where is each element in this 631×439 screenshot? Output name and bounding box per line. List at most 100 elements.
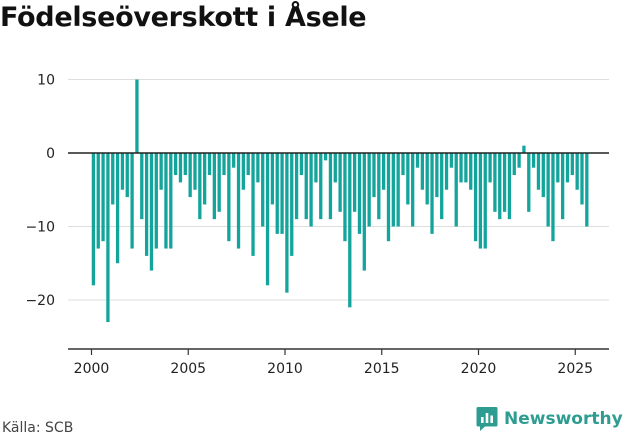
y-tick-label: −20 [25,293,55,309]
bar [280,153,284,234]
bar [232,153,236,168]
bar [328,153,333,220]
bar [493,153,497,212]
bar [241,153,246,190]
bar [203,153,207,205]
x-axis-ticks: 2000 2005 2010 2015 2020 2025 [74,349,593,377]
bar [527,153,531,212]
bar [425,153,429,205]
bar [183,153,187,176]
bar [212,153,216,220]
y-axis-ticks: 10 0 −10 −20 [25,73,55,310]
bar [227,153,231,242]
bar [236,153,241,249]
bar [309,153,313,227]
bar [406,153,410,205]
bar [173,153,178,176]
bar [531,153,536,168]
bar [454,153,458,227]
bar [362,153,366,271]
bar [188,153,192,198]
bar [130,153,134,249]
bar [348,153,352,308]
x-tick-label: 2025 [557,361,593,377]
bar [304,153,308,220]
source-note: Källa: SCB [2,420,74,436]
bar [294,153,299,220]
bar [140,153,144,220]
bar [372,153,376,198]
y-tick-label: 10 [37,73,55,89]
bar [435,153,439,198]
bar [357,153,362,234]
bar [91,153,96,286]
bar [517,153,521,168]
x-tick-label: 2005 [170,361,206,377]
bar [575,153,579,190]
bar [469,153,473,190]
bar [565,153,570,183]
x-tick-label: 2020 [461,361,497,377]
bar [536,153,541,190]
bar [522,145,526,153]
bar [401,153,405,176]
bar [546,153,550,227]
chart-title: Födelseöverskott i Åsele [0,2,367,33]
bar [488,153,492,183]
bar [551,153,555,242]
bar [265,153,270,286]
bar [411,153,415,227]
bar [256,153,260,183]
bar [111,153,115,205]
y-tick-label: 0 [46,146,55,162]
bar [251,153,255,256]
bar [169,153,173,249]
brand-logo[interactable]: Newsworthy [476,406,623,432]
bar [367,153,371,227]
bar [473,153,478,242]
bar [299,153,304,176]
bar [135,79,139,153]
bar [96,153,100,249]
bar [560,153,565,220]
bar [149,153,154,271]
bar [285,153,289,293]
bar [352,153,357,212]
bar [391,153,395,227]
bar [154,153,158,249]
bar [382,153,386,190]
bar [570,153,574,176]
bar [333,153,337,183]
bar [541,153,545,198]
bar [498,153,502,220]
bar [502,153,507,212]
y-tick-label: −10 [25,220,55,236]
bar [343,153,347,242]
bar [106,153,110,323]
bar [275,153,279,234]
x-tick-label: 2015 [364,361,400,377]
bar [290,153,294,256]
bar [507,153,512,220]
bar [193,153,197,190]
bar [125,153,129,198]
bar [585,153,589,227]
bar [440,153,444,220]
bar [198,153,202,220]
bar [464,153,468,183]
gridlines [68,79,609,301]
bar [178,153,183,183]
brand-name: Newsworthy [504,409,623,429]
bar [430,153,434,234]
bars [91,79,589,323]
x-tick-label: 2010 [267,361,303,377]
bar [444,153,449,190]
bar [478,153,483,249]
bar [217,153,221,212]
bar [556,153,560,183]
bar [246,153,250,176]
bar [120,153,125,190]
bar [222,153,226,176]
bar [164,153,168,249]
